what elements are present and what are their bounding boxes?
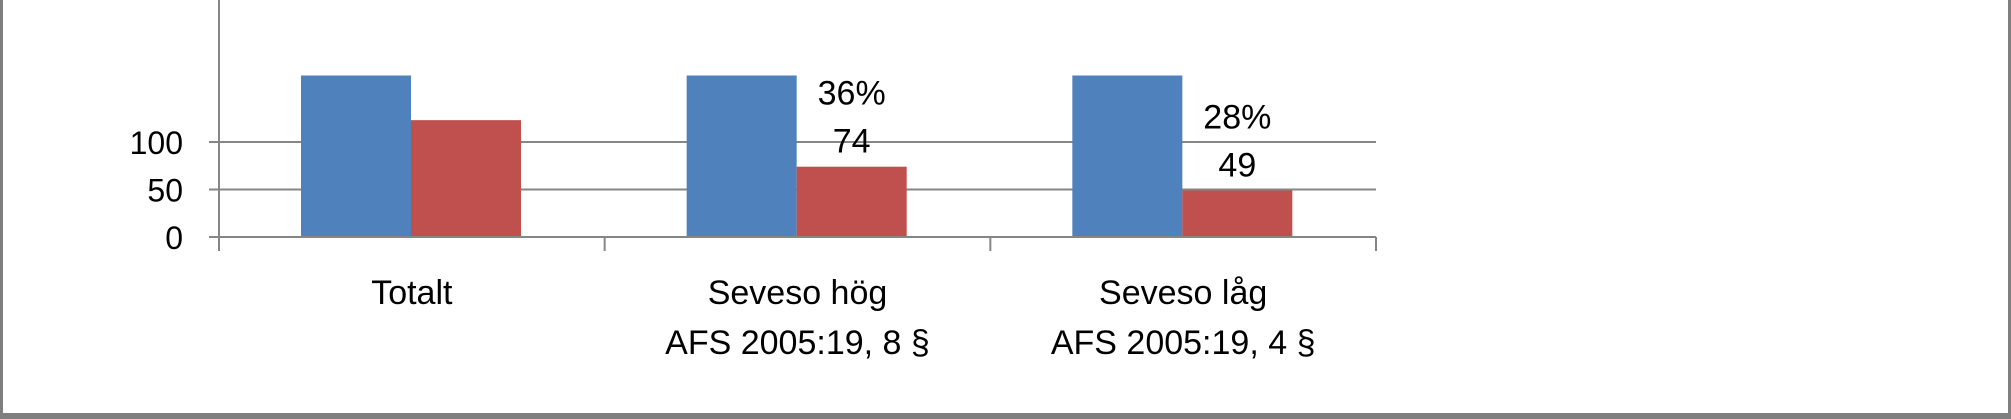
data-label: 36%	[818, 75, 886, 113]
category-label: AFS 2005:19, 8 §	[665, 324, 930, 362]
data-label: 49	[1218, 146, 1256, 184]
category-label: Totalt	[371, 274, 453, 312]
bar-series-2	[796, 166, 907, 237]
category-label: Seveso låg	[1099, 274, 1267, 312]
data-label: 74	[833, 123, 871, 161]
bar-series-2	[411, 120, 521, 237]
category-label: AFS 2005:19, 4 §	[1051, 324, 1316, 362]
bar-series-1	[301, 75, 411, 237]
category-label: Seveso hög	[708, 274, 888, 312]
bar-series-1	[1072, 75, 1183, 237]
y-tick-label: 0	[165, 220, 183, 256]
y-tick-label: 100	[130, 125, 183, 161]
bar-series-1	[686, 75, 797, 237]
y-tick-label: 50	[147, 173, 183, 209]
data-label: 28%	[1203, 98, 1271, 136]
bar-series-2	[1182, 190, 1293, 237]
